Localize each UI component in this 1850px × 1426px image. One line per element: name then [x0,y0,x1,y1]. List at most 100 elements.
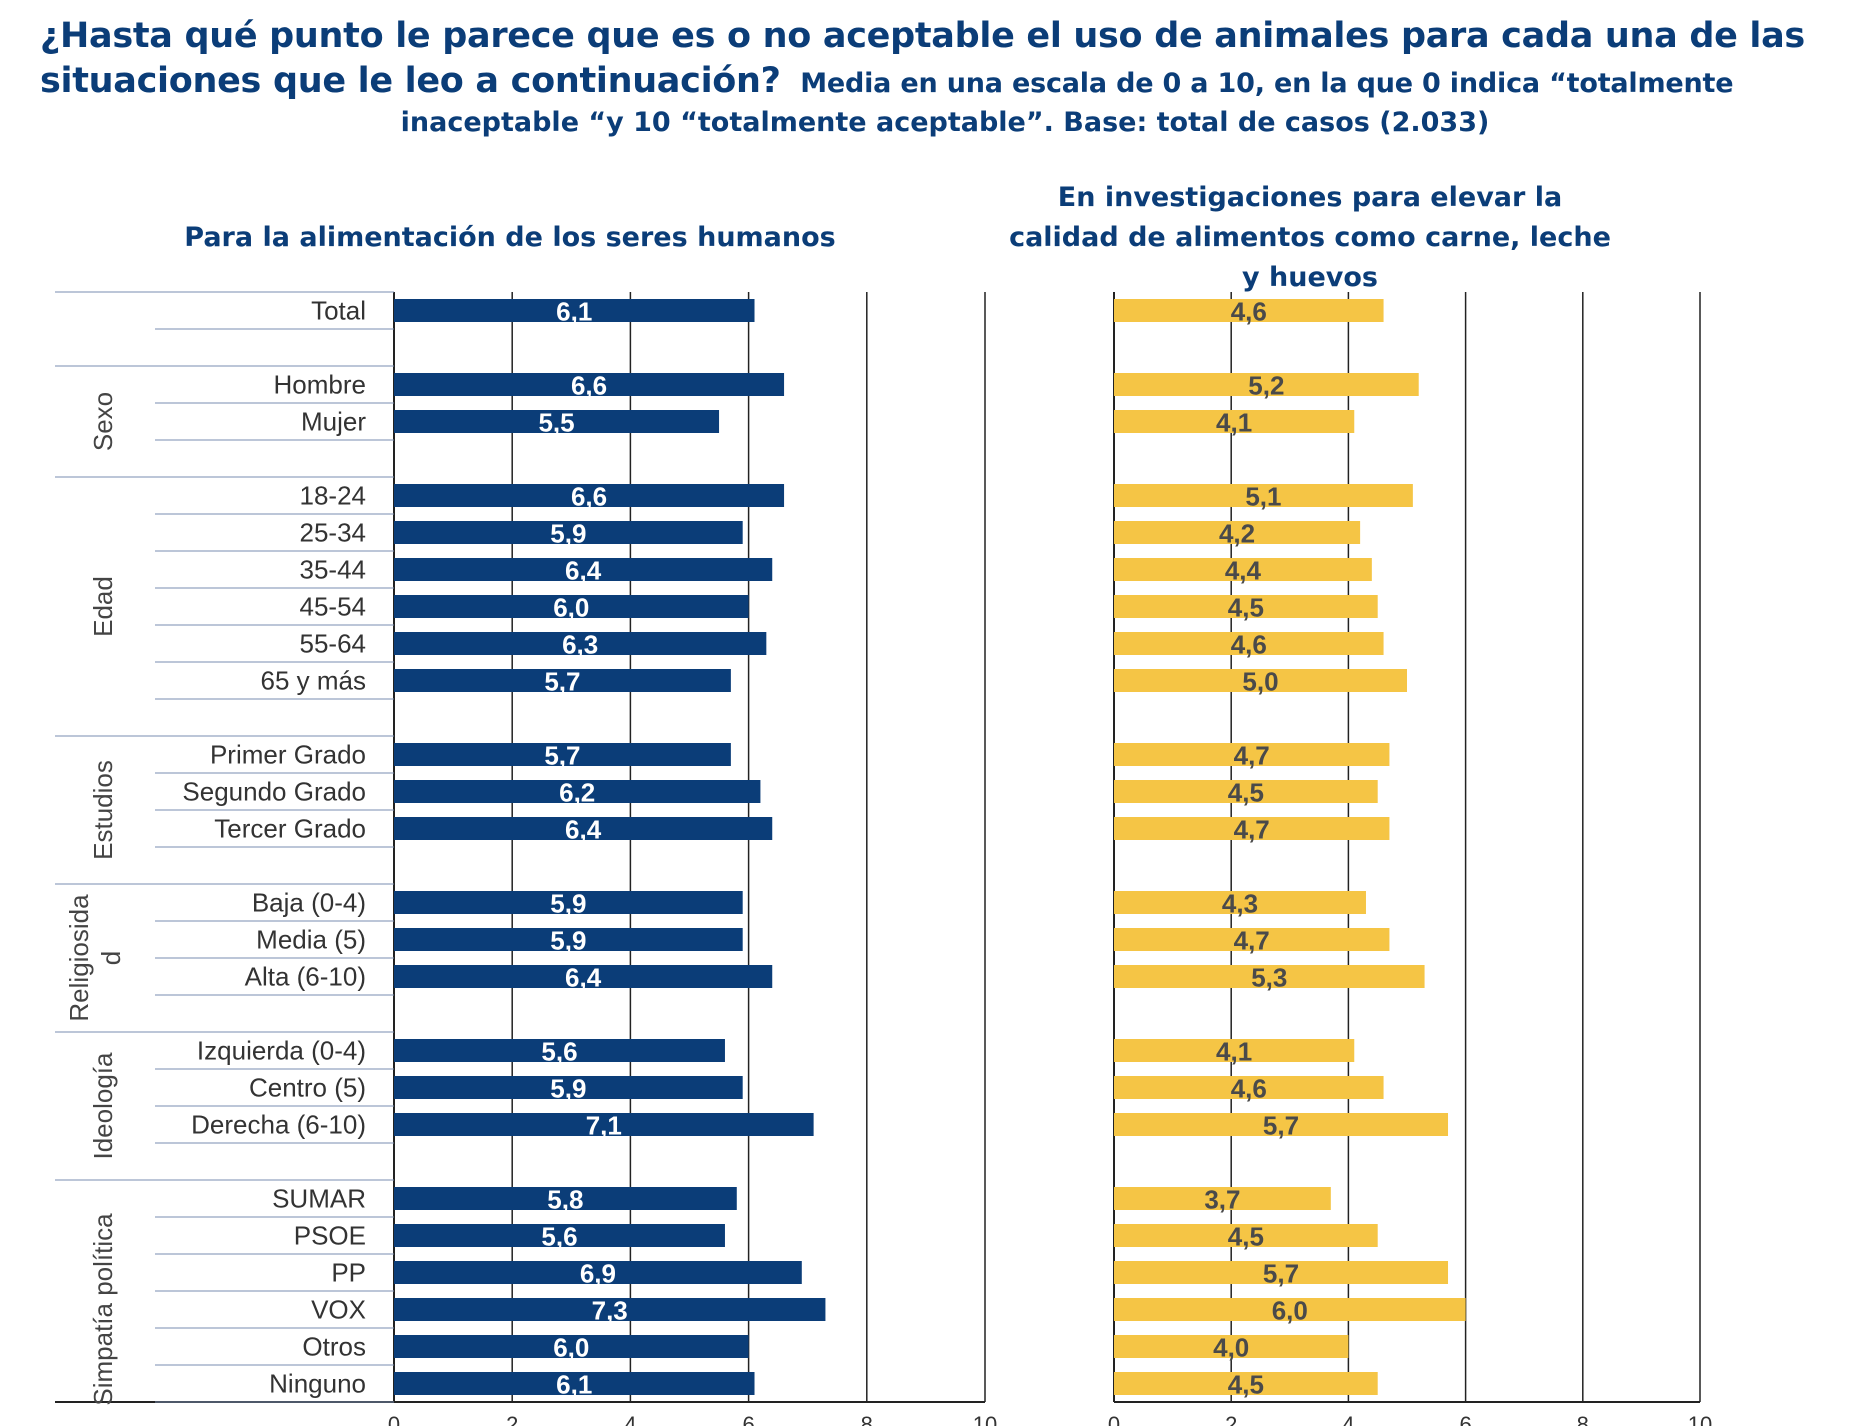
right-data-label: 4,0 [1213,1333,1249,1363]
left-data-label: 5,9 [550,889,586,919]
category-label: Baja (0-4) [252,888,366,918]
right-bar [1114,780,1378,803]
left-x-tick-label: 0 [388,1412,400,1426]
right-data-label: 3,7 [1204,1185,1240,1215]
category-label: 35-44 [300,555,367,585]
group-label: Religiosida [64,894,94,1022]
left-data-label: 5,8 [547,1185,583,1215]
right-data-label: 4,4 [1225,556,1262,586]
category-label: 18-24 [300,481,367,511]
left-bar [394,521,743,544]
right-data-label: 4,5 [1228,778,1264,808]
category-label: PP [331,1258,366,1288]
category-label: Mujer [301,407,366,437]
left-data-label: 5,9 [550,1074,586,1104]
category-label: Derecha (6-10) [191,1110,366,1140]
category-label: Otros [302,1332,366,1362]
right-data-label: 4,7 [1234,741,1270,771]
category-label: 65 y más [261,666,367,696]
right-data-label: 4,1 [1216,408,1252,438]
right-bar [1114,743,1390,766]
right-bar [1114,558,1372,581]
category-label: 25-34 [300,518,367,548]
left-data-label: 5,6 [541,1222,577,1252]
right-bar [1114,632,1384,655]
right-x-tick-label: 2 [1225,1412,1237,1426]
category-label: Centro (5) [249,1073,366,1103]
right-data-label: 5,2 [1248,371,1284,401]
left-data-label: 5,9 [550,926,586,956]
left-bar [394,965,773,988]
category-label: VOX [311,1295,366,1325]
right-bar [1114,299,1384,322]
left-data-label: 5,7 [544,741,580,771]
left-data-label: 5,5 [538,408,574,438]
right-bar [1114,1335,1349,1358]
left-bar [394,669,731,692]
right-data-label: 4,2 [1219,519,1255,549]
left-bar [394,1335,749,1358]
right-bar [1114,373,1419,396]
left-bar [394,1224,725,1247]
right-data-label: 4,5 [1228,1370,1264,1400]
category-label: Total [311,296,366,326]
group-label: Simpatía política [88,1213,118,1406]
right-x-tick-label: 8 [1577,1412,1589,1426]
right-x-tick-label: 4 [1342,1412,1354,1426]
right-bar [1114,1224,1378,1247]
left-data-label: 6,4 [565,963,602,993]
left-data-label: 6,1 [556,1370,592,1400]
right-data-label: 5,3 [1251,963,1287,993]
right-bar [1114,1298,1466,1321]
group-label: Edad [88,576,118,637]
right-data-label: 4,5 [1228,593,1264,623]
left-data-label: 6,9 [580,1259,616,1289]
category-label: Izquierda (0-4) [197,1036,366,1066]
right-bar [1114,595,1378,618]
category-label: SUMAR [272,1184,366,1214]
group-label: Ideología [88,1052,118,1160]
category-label: 45-54 [300,592,367,622]
right-panel-title: En investigaciones para elevar la calida… [1009,182,1611,293]
left-data-label: 7,3 [592,1296,628,1326]
left-x-tick-label: 8 [861,1412,873,1426]
right-data-label: 6,0 [1272,1296,1308,1326]
group-label: d [96,951,126,965]
left-bar [394,558,773,581]
right-bar [1114,410,1355,433]
left-x-tick-label: 2 [506,1412,518,1426]
right-bar [1114,521,1361,544]
right-data-label: 5,0 [1242,667,1278,697]
group-label: Sexo [88,392,118,451]
left-data-label: 6,4 [565,556,602,586]
group-label: Estudios [88,760,118,860]
left-data-label: 6,3 [562,630,598,660]
left-bar [394,1187,737,1210]
left-bar [394,891,743,914]
left-bar [394,817,773,840]
left-bar [394,484,785,507]
right-x-tick-label: 6 [1459,1412,1471,1426]
left-bar [394,780,761,803]
right-bar [1114,1372,1378,1395]
title-subtitle: Media en una escala de 0 a 10, en la que… [800,68,1734,99]
category-label: PSOE [294,1221,366,1251]
right-data-label: 5,1 [1245,482,1281,512]
category-label: Hombre [274,370,366,400]
left-data-label: 6,1 [556,297,592,327]
chart-title: ¿Hasta qué punto le parece que es o no a… [40,14,1830,142]
right-bar [1114,669,1407,692]
left-x-tick-label: 4 [624,1412,636,1426]
left-data-label: 5,6 [541,1037,577,1067]
left-bar [394,1113,814,1136]
right-bar [1114,1076,1384,1099]
left-data-label: 6,4 [565,815,602,845]
right-bar [1114,928,1390,951]
left-bar [394,1076,743,1099]
category-label: Primer Grado [210,740,366,770]
left-data-label: 5,9 [550,519,586,549]
right-bar [1114,891,1366,914]
right-data-label: 4,3 [1222,889,1258,919]
right-bar [1114,1113,1449,1136]
left-x-tick-label: 6 [742,1412,754,1426]
